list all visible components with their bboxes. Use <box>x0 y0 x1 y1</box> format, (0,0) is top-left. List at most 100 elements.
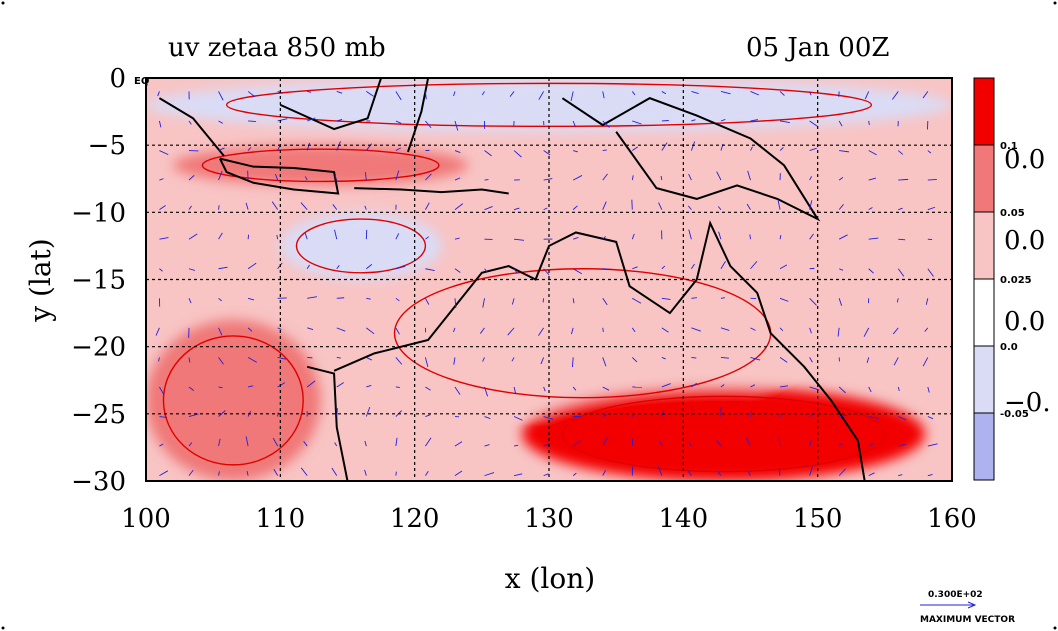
wind-vector <box>454 237 460 240</box>
region-monsoon-trough-arc <box>522 386 926 481</box>
wind-vector <box>897 386 900 391</box>
corner-mark <box>1053 1 1057 5</box>
wind-vector <box>336 91 343 94</box>
wind-vector <box>868 237 879 240</box>
wind-vector <box>277 356 286 360</box>
wind-vector <box>336 327 346 332</box>
wind-vector <box>750 146 753 151</box>
wind-vector <box>454 441 463 447</box>
colorbar-bin <box>973 345 995 414</box>
wind-vector <box>661 142 668 151</box>
wind-vector <box>809 327 812 334</box>
wind-vector <box>779 327 784 332</box>
corner-mark <box>1 1 5 5</box>
wind-vector <box>717 471 722 476</box>
wind-vector <box>898 238 906 241</box>
wind-vector <box>868 443 874 447</box>
wind-vector <box>307 90 312 93</box>
wind-vector <box>839 414 848 417</box>
wind-vector <box>425 414 431 417</box>
wind-vector <box>188 386 195 391</box>
corner-mark <box>1053 626 1057 630</box>
wind-vector <box>484 472 495 477</box>
wind-vector <box>657 466 663 476</box>
wind-vector <box>218 266 228 270</box>
wind-vector <box>247 262 257 270</box>
wind-vector <box>245 436 249 447</box>
wind-vector <box>632 297 642 304</box>
wind-vector <box>336 297 345 299</box>
wind-vector <box>304 176 308 181</box>
wind-vector <box>277 382 286 388</box>
colorbar-side-label: 0.0 <box>1004 307 1045 337</box>
coastline <box>407 78 430 153</box>
wind-vector <box>484 179 489 181</box>
wind-vector <box>395 297 400 302</box>
wind-vector <box>572 120 576 128</box>
wind-vector <box>395 120 402 124</box>
wind-vector <box>277 145 281 151</box>
wind-vector <box>425 173 432 181</box>
wind-vector <box>188 233 198 240</box>
wind-vector <box>838 386 846 394</box>
wind-vector <box>925 298 929 305</box>
wind-vector <box>366 357 373 361</box>
wind-vector <box>779 297 789 302</box>
wind-vector <box>336 264 340 270</box>
y-axis-ticks: 0 −5 −10 −15 −20 −25 −30 <box>71 64 126 497</box>
wind-vector <box>602 414 608 417</box>
y-tick-label: 0 <box>109 64 126 94</box>
wind-vector <box>479 327 485 334</box>
wind-vector <box>661 327 669 333</box>
wind-vector <box>247 385 254 388</box>
wind-vector <box>543 473 549 477</box>
y-tick-label: −30 <box>71 467 126 497</box>
wind-vector <box>155 327 160 336</box>
wind-vector <box>864 91 870 100</box>
wind-vector <box>218 410 226 417</box>
wind-vector <box>868 177 877 181</box>
x-axis-label: x (lon) <box>505 562 595 595</box>
colorbar-level-label: 0.0 <box>1000 342 1018 353</box>
wind-vector <box>395 233 400 240</box>
wind-vector <box>716 440 722 447</box>
wind-vector <box>366 297 371 300</box>
wind-vector <box>188 120 192 125</box>
wind-vector <box>277 118 288 122</box>
wind-vector <box>218 471 220 476</box>
wind-vector <box>779 120 790 123</box>
wind-vector <box>454 268 461 273</box>
wind-vector <box>602 268 612 271</box>
wind-vector <box>688 229 692 240</box>
wind-vector <box>686 469 692 476</box>
wind-vector <box>868 120 870 126</box>
wind-vector <box>809 233 814 240</box>
wind-vector <box>809 120 818 127</box>
wind-vector <box>868 416 879 419</box>
coastline <box>306 365 349 481</box>
wind-vector <box>300 202 308 210</box>
wind-vector <box>661 409 665 417</box>
wind-vector <box>809 147 817 151</box>
wind-vector <box>509 91 515 97</box>
wind-vector <box>365 406 371 417</box>
wind-vector <box>898 207 903 211</box>
wind-vector <box>395 265 406 270</box>
x-tick-label: 150 <box>793 504 843 534</box>
wind-vector <box>631 357 638 363</box>
wind-vector <box>218 147 225 151</box>
wind-vector <box>454 298 457 309</box>
colorbar-level-label: 0.1 <box>1000 141 1018 152</box>
wind-vector <box>779 91 785 96</box>
wind-vector <box>602 173 608 181</box>
wind-vector <box>218 438 221 447</box>
wind-vector <box>484 444 490 447</box>
wind-vector <box>631 233 635 240</box>
wind-vector <box>779 147 784 151</box>
wind-vector <box>572 205 578 210</box>
wind-vector <box>809 357 813 363</box>
x-tick-label: 140 <box>659 504 709 534</box>
wind-vector <box>748 471 751 476</box>
wind-vector <box>540 357 545 365</box>
wind-vector <box>364 469 367 476</box>
